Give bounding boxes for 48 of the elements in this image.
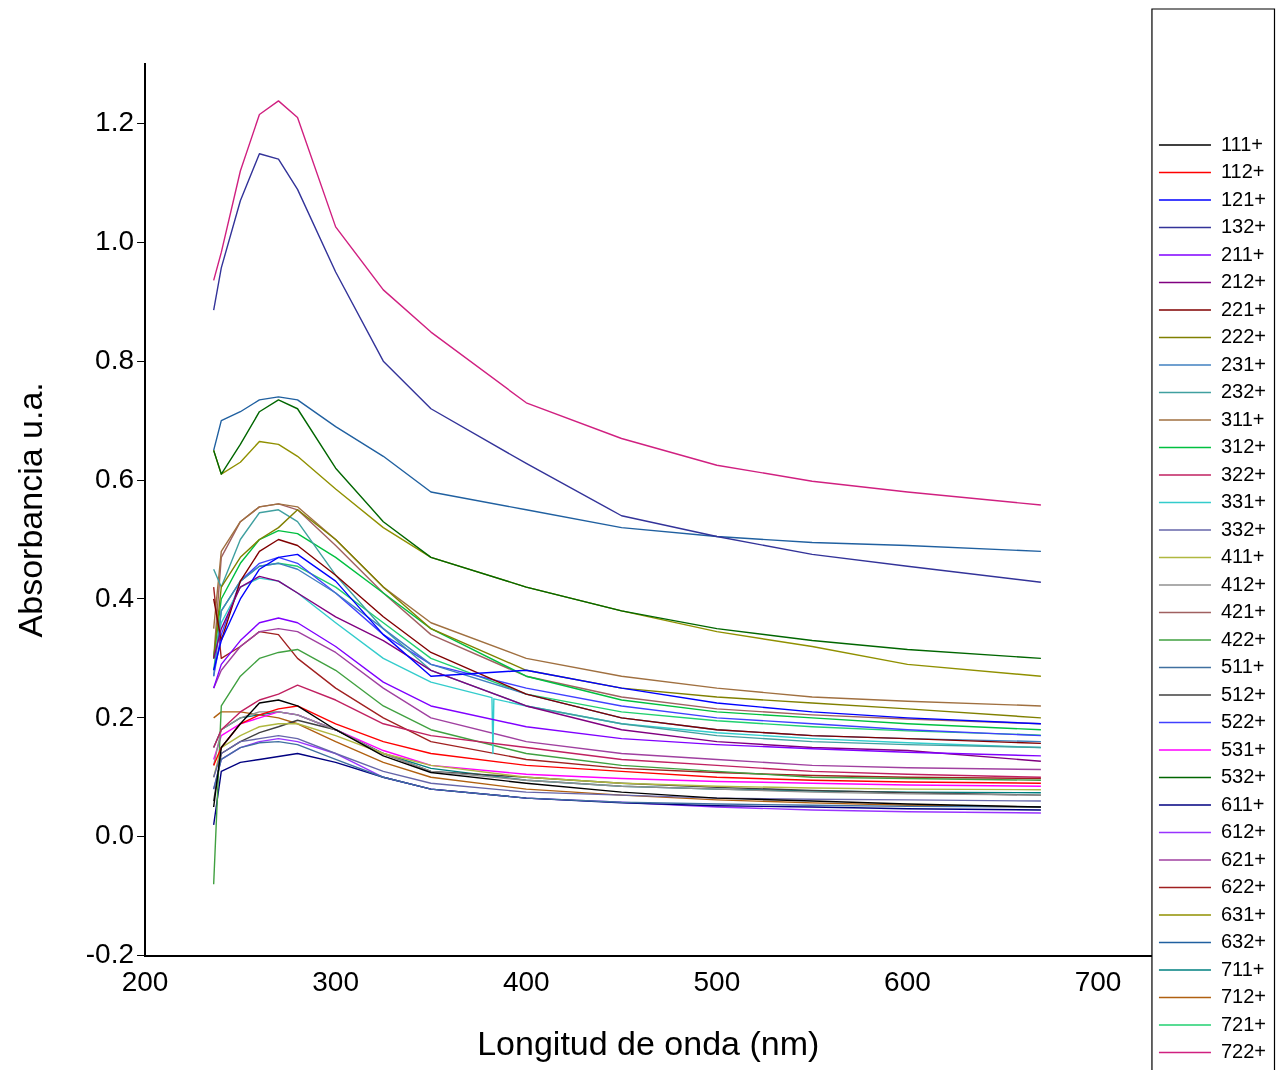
legend-label: 331+ [1220,490,1267,513]
legend-label: 532+ [1220,765,1267,788]
legend-label: 312+ [1220,435,1267,458]
legend-label: 222+ [1220,325,1267,348]
legend-label: 322+ [1220,462,1267,485]
y-axis-title: Absorbancia u.a. [10,382,49,638]
legend-label: 722+ [1220,1040,1267,1063]
x-tick-label: 600 [884,966,931,998]
legend-label: 211+ [1220,242,1265,265]
x-tick-label: 400 [502,966,550,998]
legend-label: 721+ [1220,1012,1267,1035]
legend-label: 411+ [1220,545,1265,568]
legend-label: 221+ [1220,297,1267,320]
legend-label: 531+ [1220,737,1267,760]
legend-label: 522+ [1220,710,1267,733]
legend-label: 412+ [1220,572,1267,595]
y-tick-label: 0.8 [95,343,135,375]
legend-label: 612+ [1220,820,1267,843]
legend-label: 421+ [1220,600,1267,623]
legend-label: 512+ [1220,682,1267,705]
legend-label: 121+ [1220,187,1267,210]
legend-label: 621+ [1220,847,1267,870]
x-tick-label: 500 [693,966,741,998]
y-tick-label: 1.0 [95,225,135,257]
legend-label: 711+ [1220,957,1265,980]
legend-label: 611+ [1220,792,1265,815]
legend-label: 132+ [1220,215,1267,238]
y-tick-label: 0.2 [95,700,135,732]
legend-label: 111+ [1220,132,1264,155]
legend-label: 712+ [1220,985,1267,1008]
legend-label: 112+ [1220,160,1265,183]
x-tick-label: 300 [312,966,360,998]
x-axis-title: Longitud de onda (nm) [477,1023,820,1062]
legend-label: 622+ [1220,875,1267,898]
legend-label: 231+ [1220,352,1267,375]
x-tick-label: 700 [1074,966,1122,998]
y-tick-label: 0.0 [95,819,135,851]
legend-label: 632+ [1220,930,1267,953]
legend-label: 511+ [1220,655,1265,678]
y-tick-label: 0.4 [95,581,135,613]
legend-label: 422+ [1220,627,1267,650]
legend-label: 212+ [1220,270,1267,293]
legend-label: 631+ [1220,902,1267,925]
legend-label: 232+ [1220,380,1267,403]
y-tick-label: 0.6 [95,462,135,494]
legend-label: 332+ [1220,517,1267,540]
legend-label: 311+ [1220,407,1265,430]
y-tick-label: 1.2 [95,106,135,138]
